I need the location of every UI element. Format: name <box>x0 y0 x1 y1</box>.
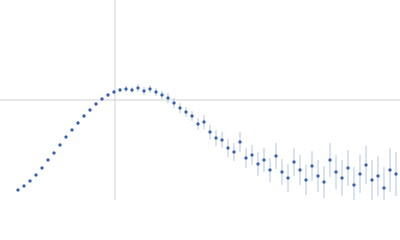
point <box>388 168 392 172</box>
point <box>94 102 98 106</box>
point <box>244 156 248 160</box>
point <box>58 143 62 147</box>
point <box>208 130 212 134</box>
point <box>76 121 80 125</box>
point <box>346 166 350 170</box>
point <box>328 158 332 162</box>
point <box>256 162 260 166</box>
point <box>64 135 68 139</box>
point <box>190 114 194 118</box>
point <box>232 150 236 154</box>
point <box>280 170 284 174</box>
point <box>220 138 224 142</box>
point <box>214 136 218 140</box>
point <box>160 93 164 97</box>
point <box>28 179 32 183</box>
point <box>304 178 308 182</box>
point <box>238 140 242 144</box>
point <box>100 97 104 101</box>
point <box>124 87 128 91</box>
point <box>310 164 314 168</box>
point <box>172 101 176 105</box>
point <box>166 96 170 100</box>
point <box>70 128 74 132</box>
point <box>322 180 326 184</box>
point <box>136 86 140 90</box>
point <box>370 178 374 182</box>
point <box>250 153 254 157</box>
point <box>262 158 266 162</box>
point <box>292 160 296 164</box>
point <box>34 173 38 177</box>
point <box>364 163 368 167</box>
point <box>268 168 272 172</box>
point <box>358 172 362 176</box>
point <box>106 93 110 97</box>
point <box>202 120 206 124</box>
point <box>112 90 116 94</box>
point <box>88 108 92 112</box>
point <box>46 158 50 162</box>
point <box>340 176 344 180</box>
point <box>22 184 26 188</box>
point <box>154 90 158 94</box>
point <box>142 89 146 93</box>
point <box>298 168 302 172</box>
point <box>382 186 386 190</box>
point <box>82 114 86 118</box>
point <box>274 154 278 158</box>
point <box>118 88 122 92</box>
point <box>352 183 356 187</box>
chart <box>0 0 400 200</box>
point <box>40 166 44 170</box>
point <box>286 176 290 180</box>
point <box>316 174 320 178</box>
point <box>376 174 380 178</box>
point <box>196 122 200 126</box>
point <box>130 88 134 92</box>
point <box>334 170 338 174</box>
point <box>148 87 152 91</box>
point <box>184 110 188 114</box>
point <box>394 172 398 176</box>
point <box>16 188 20 192</box>
point <box>226 146 230 150</box>
point <box>52 151 56 155</box>
point <box>178 106 182 110</box>
